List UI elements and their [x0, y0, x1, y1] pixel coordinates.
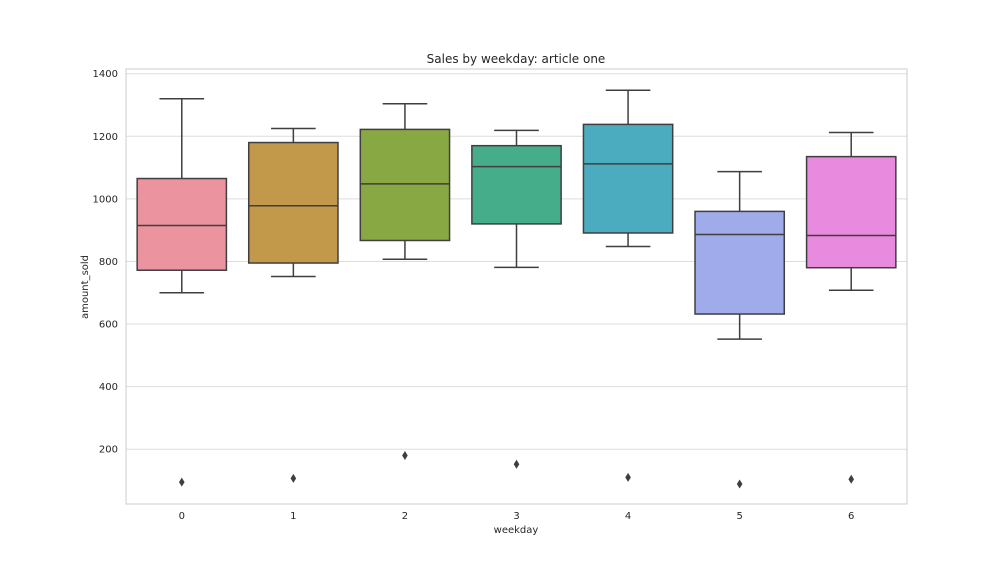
boxes	[136, 89, 897, 489]
box-group-2	[359, 102, 451, 460]
iqr-box	[805, 155, 897, 269]
x-tick-labels: 0 1 2 3 4 5 6	[179, 511, 855, 522]
y-tick-label: 1200	[93, 132, 118, 143]
y-axis-label: amount_sold	[80, 255, 91, 319]
x-tick-label: 5	[736, 511, 742, 522]
iqr-box	[471, 144, 562, 225]
y-tick-label: 400	[99, 382, 118, 393]
outlier-marker	[178, 477, 185, 487]
box-group-4	[582, 89, 674, 482]
y-tick-label: 600	[99, 320, 118, 331]
y-tick-label: 800	[99, 257, 118, 268]
outlier-marker	[736, 479, 743, 489]
x-tick-label: 0	[179, 511, 185, 522]
iqr-box	[359, 128, 451, 242]
outlier-marker	[848, 474, 855, 484]
box-group-1	[247, 127, 339, 483]
box-group-5	[694, 170, 786, 489]
x-tick-label: 4	[625, 511, 631, 522]
box-group-0	[136, 97, 228, 487]
outlier-marker	[625, 472, 631, 482]
x-tick-label: 6	[848, 511, 854, 522]
y-tick-label: 1400	[93, 69, 118, 80]
outlier-marker	[513, 459, 520, 469]
box-group-3	[471, 129, 562, 469]
x-tick-label: 3	[513, 511, 519, 522]
iqr-box	[247, 141, 339, 264]
outlier-marker	[402, 450, 408, 460]
box-group-6	[805, 131, 897, 484]
y-tick-label: 200	[99, 445, 118, 456]
iqr-box	[694, 210, 786, 315]
x-tick-label: 2	[402, 511, 408, 522]
outlier-marker	[290, 473, 297, 483]
x-axis-label: weekday	[494, 525, 539, 536]
y-tick-label: 1000	[93, 194, 118, 205]
y-tick-labels: 200 400 600 800 1000 1200 1400	[93, 69, 118, 456]
x-tick-label: 1	[290, 511, 296, 522]
iqr-box	[136, 177, 228, 271]
plot-area-frame	[125, 68, 908, 505]
iqr-box	[582, 123, 674, 234]
chart-title: Sales by weekday: article one	[427, 52, 606, 66]
